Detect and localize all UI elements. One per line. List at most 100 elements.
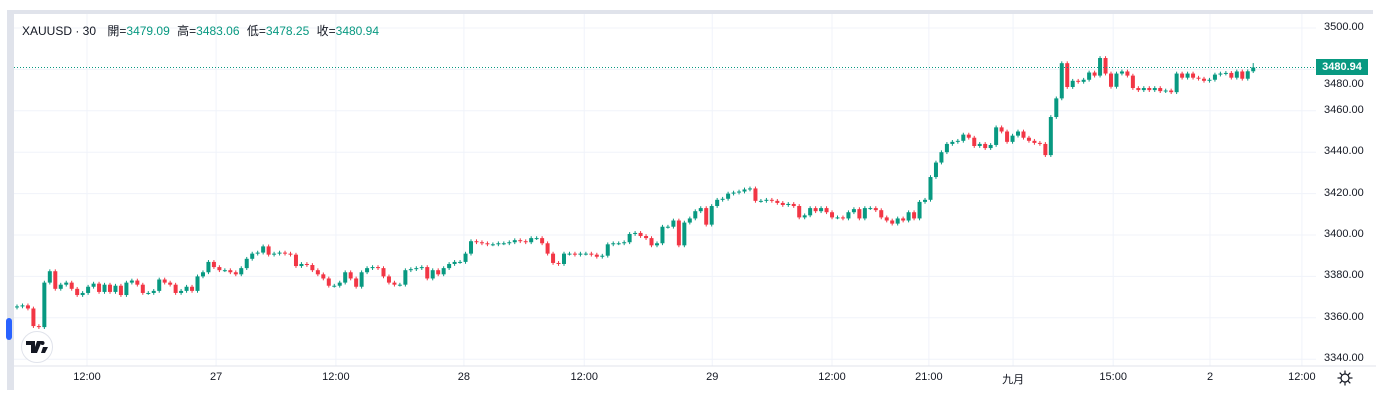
candle-down [1130, 73, 1135, 90]
candle-down [1092, 70, 1097, 78]
high-label: 高= [177, 24, 197, 38]
candle-body [671, 220, 676, 227]
candle-body [365, 268, 370, 273]
candle-body [698, 208, 703, 212]
candle-body [578, 253, 583, 255]
candle-body [288, 253, 293, 255]
candle-body [1251, 67, 1256, 72]
candle-up [408, 267, 413, 273]
candle-body [830, 212, 835, 218]
candle-up [605, 242, 610, 258]
candle-body [1114, 73, 1119, 87]
candle-body [1037, 142, 1042, 144]
candle-up [337, 280, 342, 288]
candle-body [594, 254, 599, 257]
candle-body [912, 212, 917, 219]
candle-up [933, 160, 938, 179]
candle-up [332, 283, 337, 288]
candle-down [190, 284, 195, 293]
candle-down [545, 241, 550, 256]
candle-down [1037, 141, 1042, 146]
candle-body [200, 272, 205, 277]
candle-body [184, 286, 189, 291]
candle-body [556, 262, 561, 264]
candle-body [36, 326, 41, 328]
candle-body [715, 199, 720, 207]
symbol-label: XAUUSD · 30 [22, 24, 97, 38]
candle-body [69, 282, 74, 289]
candle-up [726, 191, 731, 201]
candle-up [923, 197, 928, 204]
candle-body [862, 208, 867, 219]
candle-down [1196, 75, 1201, 81]
candle-up [1207, 77, 1212, 83]
candle-down [288, 251, 293, 257]
candle-body [25, 305, 30, 309]
candle-down [436, 268, 441, 277]
candle-up [501, 241, 506, 246]
candle-up [611, 241, 616, 247]
candle-down [676, 218, 681, 248]
candle-body [879, 210, 884, 218]
candle-up [1152, 86, 1157, 92]
candle-up [1234, 69, 1239, 80]
candle-up [441, 266, 446, 277]
candle-body [436, 270, 441, 275]
candle-down [1169, 88, 1174, 95]
candle-body [469, 241, 474, 254]
time-tick-label: 15:00 [1099, 371, 1127, 383]
candle-body [1163, 90, 1168, 92]
candle-up [397, 282, 402, 287]
candle-body [463, 253, 468, 262]
candle-body [687, 218, 692, 223]
candle-down [168, 280, 173, 287]
tradingview-logo[interactable] [21, 331, 53, 363]
candle-up [1081, 77, 1086, 84]
candle-up [64, 280, 69, 287]
candle-up [939, 150, 944, 165]
candle-up [184, 284, 189, 293]
candle-up [512, 238, 517, 245]
candle-body [151, 290, 156, 293]
candle-up [660, 224, 665, 246]
candle-up [786, 202, 791, 207]
candle-body [146, 292, 151, 294]
candle-up [895, 216, 900, 226]
candle-up [272, 251, 277, 257]
candle-body [1152, 88, 1157, 91]
candle-body [217, 267, 222, 271]
candle-body [157, 279, 162, 291]
candle-body [113, 285, 118, 292]
price-tick-label: 3400.00 [1324, 228, 1364, 240]
candle-body [359, 272, 364, 287]
candle-body [955, 140, 960, 142]
candle-body [354, 278, 359, 287]
candle-body [1032, 140, 1037, 143]
candle-up [452, 260, 457, 266]
candle-up [906, 210, 911, 223]
candle-up [255, 250, 260, 256]
candle-down [824, 206, 829, 215]
candle-up [622, 240, 627, 246]
candle-up [567, 251, 572, 256]
candle-body [206, 261, 211, 273]
candle-down [983, 142, 988, 150]
candle-up [600, 253, 605, 259]
candle-body [512, 240, 517, 243]
candle-up [955, 138, 960, 144]
candle-down [485, 241, 490, 247]
candle-down [769, 197, 774, 203]
candle-up [179, 289, 184, 295]
candle-down [1240, 69, 1245, 81]
candle-down [830, 210, 835, 220]
candle-down [1065, 61, 1070, 89]
candle-down [173, 282, 178, 295]
high-value: 3483.06 [196, 24, 240, 38]
candle-body [1245, 71, 1250, 79]
collapse-panel-tab[interactable] [6, 318, 12, 340]
settings-gear-icon[interactable] [1336, 369, 1354, 387]
candle-down [999, 125, 1004, 134]
candle-body [660, 226, 665, 244]
candle-up [693, 209, 698, 221]
